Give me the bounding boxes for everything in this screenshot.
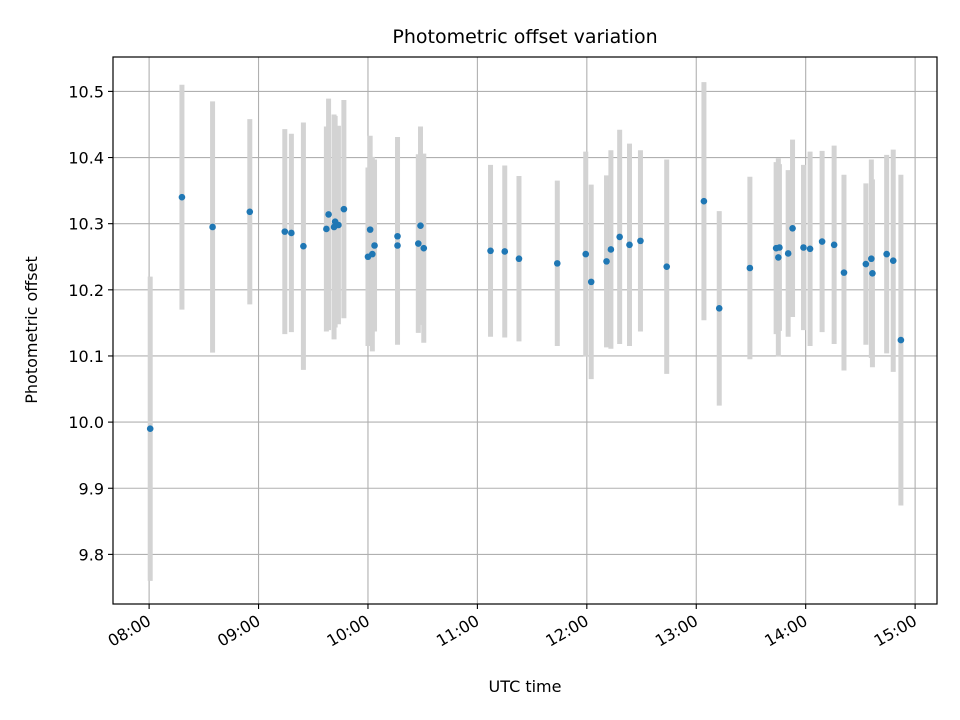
data-point: [371, 242, 378, 249]
data-point: [700, 197, 708, 205]
y-tick-label: 10.4: [68, 149, 104, 168]
data-point: [830, 241, 838, 249]
data-point: [394, 232, 401, 240]
data-point: [776, 244, 783, 251]
data-point: [607, 246, 615, 253]
y-tick-label: 10.1: [68, 347, 104, 366]
data-point: [775, 254, 782, 261]
data-point: [335, 221, 342, 229]
data-point: [420, 244, 428, 252]
data-point: [746, 264, 754, 272]
data-point: [897, 336, 905, 344]
y-tick-label: 9.8: [79, 545, 104, 564]
data-point: [394, 242, 401, 249]
y-tick-label: 10.5: [68, 82, 104, 101]
data-point: [868, 255, 875, 263]
data-point: [637, 237, 644, 245]
data-point: [323, 225, 330, 233]
data-point: [209, 223, 216, 231]
data-point: [501, 248, 509, 255]
data-point: [784, 250, 792, 257]
data-point: [715, 305, 723, 312]
data-point: [862, 260, 870, 268]
data-point: [582, 250, 590, 258]
data-point: [415, 240, 422, 247]
y-tick-label: 10.0: [68, 413, 104, 432]
y-tick-label: 10.2: [68, 281, 104, 300]
y-axis-label: Photometric offset: [22, 256, 41, 404]
data-point: [178, 193, 186, 201]
data-point: [603, 258, 610, 265]
data-point: [515, 255, 523, 263]
data-point: [288, 229, 295, 237]
data-point: [340, 205, 348, 213]
data-point: [800, 244, 807, 251]
data-point: [889, 257, 897, 265]
y-tick-label: 9.9: [79, 479, 104, 498]
data-point: [869, 269, 876, 277]
data-point: [487, 247, 494, 255]
data-point: [806, 245, 814, 253]
data-point: [587, 278, 595, 286]
x-axis-label: UTC time: [489, 677, 562, 696]
data-point: [789, 225, 796, 232]
data-point: [616, 233, 623, 241]
chart-title: Photometric offset variation: [392, 26, 657, 48]
data-point: [146, 425, 154, 433]
data-points: [146, 193, 905, 433]
data-point: [300, 242, 307, 250]
data-point: [883, 250, 890, 258]
data-point: [281, 228, 289, 235]
y-tick-label: 10.3: [68, 215, 104, 234]
data-point: [626, 241, 633, 249]
data-point: [840, 269, 848, 276]
data-point: [366, 226, 374, 233]
data-point: [369, 250, 376, 258]
data-point: [417, 222, 424, 229]
data-point: [246, 208, 254, 216]
data-point: [325, 211, 332, 218]
data-point: [663, 263, 671, 270]
y-axis-ticks: 9.8 9.9 10.0 10.1 10.2 10.3 10.4 10.5: [68, 82, 113, 564]
data-point: [818, 238, 826, 245]
plot-frame: [112, 56, 938, 605]
data-point: [553, 260, 561, 267]
